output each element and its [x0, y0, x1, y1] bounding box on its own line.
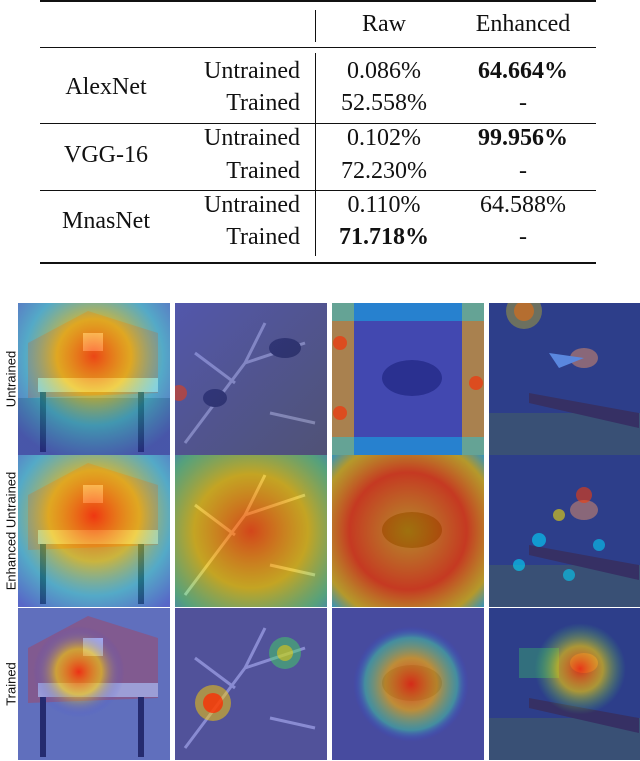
raw-value: 52.558%	[341, 90, 427, 116]
state-label: Trained	[226, 90, 300, 116]
heatmap-bird-ground-enhanced	[332, 455, 484, 607]
enhanced-value: 64.664%	[478, 58, 568, 84]
state-label: Untrained	[204, 192, 300, 218]
heatmap-bee-eater-trained	[489, 608, 640, 760]
model-name-mnasnet: MnasNet	[62, 208, 150, 234]
raw-value: 71.718%	[339, 224, 429, 250]
table-body-divider	[315, 53, 316, 256]
state-label: Untrained	[204, 58, 300, 84]
table-header-rule	[40, 47, 596, 48]
enhanced-value: -	[519, 224, 527, 250]
heatmap-bird-tree-enhanced	[175, 455, 327, 607]
table-group-rule	[40, 190, 596, 191]
enhanced-value: -	[519, 158, 527, 184]
state-label: Trained	[226, 158, 300, 184]
enhanced-value: 99.956%	[478, 125, 568, 151]
heatmap-barn-untrained	[18, 303, 170, 455]
table-group-rule	[40, 123, 596, 124]
table-header-divider	[315, 10, 316, 42]
heatmap-barn-trained	[18, 608, 170, 760]
table-bottom-rule	[40, 262, 596, 264]
results-table: Raw Enhanced AlexNet Untrained Trained 0…	[40, 0, 596, 268]
saliency-figure: Untrained Enhanced Untrained Trained	[4, 303, 640, 761]
raw-value: 72.230%	[341, 158, 427, 184]
heatmap-bird-ground-trained	[332, 608, 484, 760]
raw-value: 0.086%	[347, 58, 421, 84]
state-label: Trained	[226, 224, 300, 250]
heatmap-bird-tree-trained	[175, 608, 327, 760]
column-header-raw: Raw	[362, 11, 406, 37]
enhanced-value: 64.588%	[480, 192, 566, 218]
raw-value: 0.110%	[347, 192, 421, 218]
heatmap-bird-ground-untrained	[332, 303, 484, 455]
state-label: Untrained	[204, 125, 300, 151]
heatmap-bee-eater-enhanced	[489, 455, 640, 607]
column-header-enhanced: Enhanced	[475, 11, 571, 37]
heatmap-bird-tree-untrained	[175, 303, 327, 455]
model-name-vgg16: VGG-16	[64, 142, 148, 168]
raw-value: 0.102%	[347, 125, 421, 151]
heatmap-bee-eater-untrained	[489, 303, 640, 455]
model-name-alexnet: AlexNet	[65, 74, 147, 100]
table-top-rule	[40, 0, 596, 2]
heatmap-barn-enhanced	[18, 455, 170, 607]
enhanced-value: -	[519, 90, 527, 116]
